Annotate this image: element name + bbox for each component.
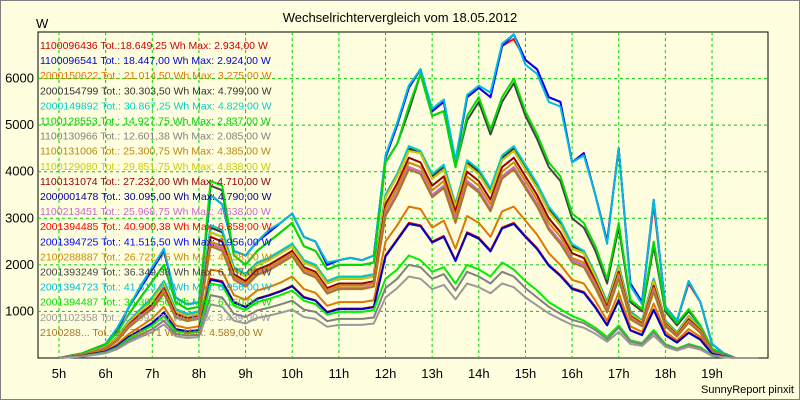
x-tick-label: 11h	[328, 366, 349, 381]
series-line-2000150622	[58, 205, 759, 359]
legend-entry: 2001394723 Tot.: 41.313,38 Wh Max: 6.956…	[40, 282, 272, 294]
legend-entry: 2001102358 Tot.: 17.093,00 Wh Max: 3.439…	[40, 312, 271, 324]
x-tick-label: 10h	[281, 366, 303, 381]
legend-entry: 2000001478 Tot.: 30.095,00 Wh Max: 4.790…	[40, 191, 272, 203]
legend-entry: 2100288887 Tot.: 26.722,75 Wh Max: 4.638…	[40, 251, 272, 263]
series-line-2001394487	[58, 72, 759, 359]
x-tick-label: 15h	[515, 366, 537, 381]
x-tick-label: 13h	[421, 366, 443, 381]
series-line-2001102358	[58, 275, 759, 359]
legend-entry: 1100213451 Tot.: 25.968,75 Wh Max: 4.638…	[40, 206, 271, 218]
x-tick-label: 9h	[238, 366, 252, 381]
series-line-2100288b	[58, 168, 759, 359]
legend-entry: 1100131074 Tot.: 27.232,00 Wh Max: 4.710…	[40, 176, 271, 188]
chart-title: Wechselrichtervergleich vom 18.05.2012	[282, 10, 518, 25]
legend-entry: 1100096541 Tot.: 18.447,00 Wh Max: 2.924…	[40, 55, 271, 67]
x-tick-label: 12h	[375, 366, 397, 381]
x-tick-label: 8h	[192, 366, 206, 381]
legend-entry: 2100288... Tot.: 27.738,71 Wh Max: 4.589…	[40, 327, 263, 339]
series-line-1100096541	[58, 222, 759, 359]
legend-entry: 1100131006 Tot.: 25.300,75 Wh Max: 4.385…	[40, 146, 271, 158]
legend-entry: 1100130966 Tot.: 12.601,38 Wh Max: 2.085…	[40, 131, 271, 143]
y-tick-label: 2000	[5, 257, 34, 272]
y-tick-label: 5000	[5, 117, 34, 132]
legend-entry: 1100128553 Tot.: 14.927,75 Wh Max: 2.837…	[40, 116, 271, 128]
x-tick-label: 6h	[98, 366, 112, 381]
x-tick-label: 19h	[701, 366, 723, 381]
y-tick-label: 1000	[5, 303, 34, 318]
legend-entry: 2001394487 Tot.: 36.303,50 Wh Max: 6.160…	[40, 297, 272, 309]
y-tick-label: 3000	[5, 210, 34, 225]
legend-entry: 2001393249 Tot.: 36.349,38 Wh Max: 6.137…	[40, 267, 272, 279]
y-axis-label: W	[36, 16, 49, 31]
legend-entry: 2000149892 Tot.: 30.867,25 Wh Max: 4.829…	[40, 100, 272, 112]
x-tick-label: 16h	[561, 366, 583, 381]
series-line-1100130966	[58, 263, 759, 359]
x-tick-label: 5h	[52, 366, 66, 381]
x-tick-label: 14h	[468, 366, 490, 381]
legend-entry: 2001394725 Tot.: 41.515,50 Wh Max: 6.956…	[40, 236, 272, 248]
legend-entry: 2000154799 Tot.: 30.303,50 Wh Max: 4.799…	[40, 85, 272, 97]
footer-credit: SunnyReport pinxit	[701, 384, 794, 396]
x-tick-label: 18h	[655, 366, 677, 381]
legend-entry: 1100129080 Tot.: 29.851,75 Wh Max: 4.838…	[40, 161, 271, 173]
legend-entry: 2001394485 Tot.: 40.900,38 Wh Max: 6.858…	[40, 221, 272, 233]
legend-entry: 2000150622 Tot.: 21.014,50 Wh Max: 3.275…	[40, 70, 272, 82]
y-tick-label: 6000	[5, 71, 34, 86]
series-line-2001394723	[58, 33, 759, 359]
y-tick-label: 4000	[5, 164, 34, 179]
x-tick-label: 17h	[608, 366, 630, 381]
x-tick-label: 7h	[145, 366, 159, 381]
legend-entry: 1100096436 Tot.:18.649,25 Wh Max: 2.934,…	[40, 40, 268, 52]
